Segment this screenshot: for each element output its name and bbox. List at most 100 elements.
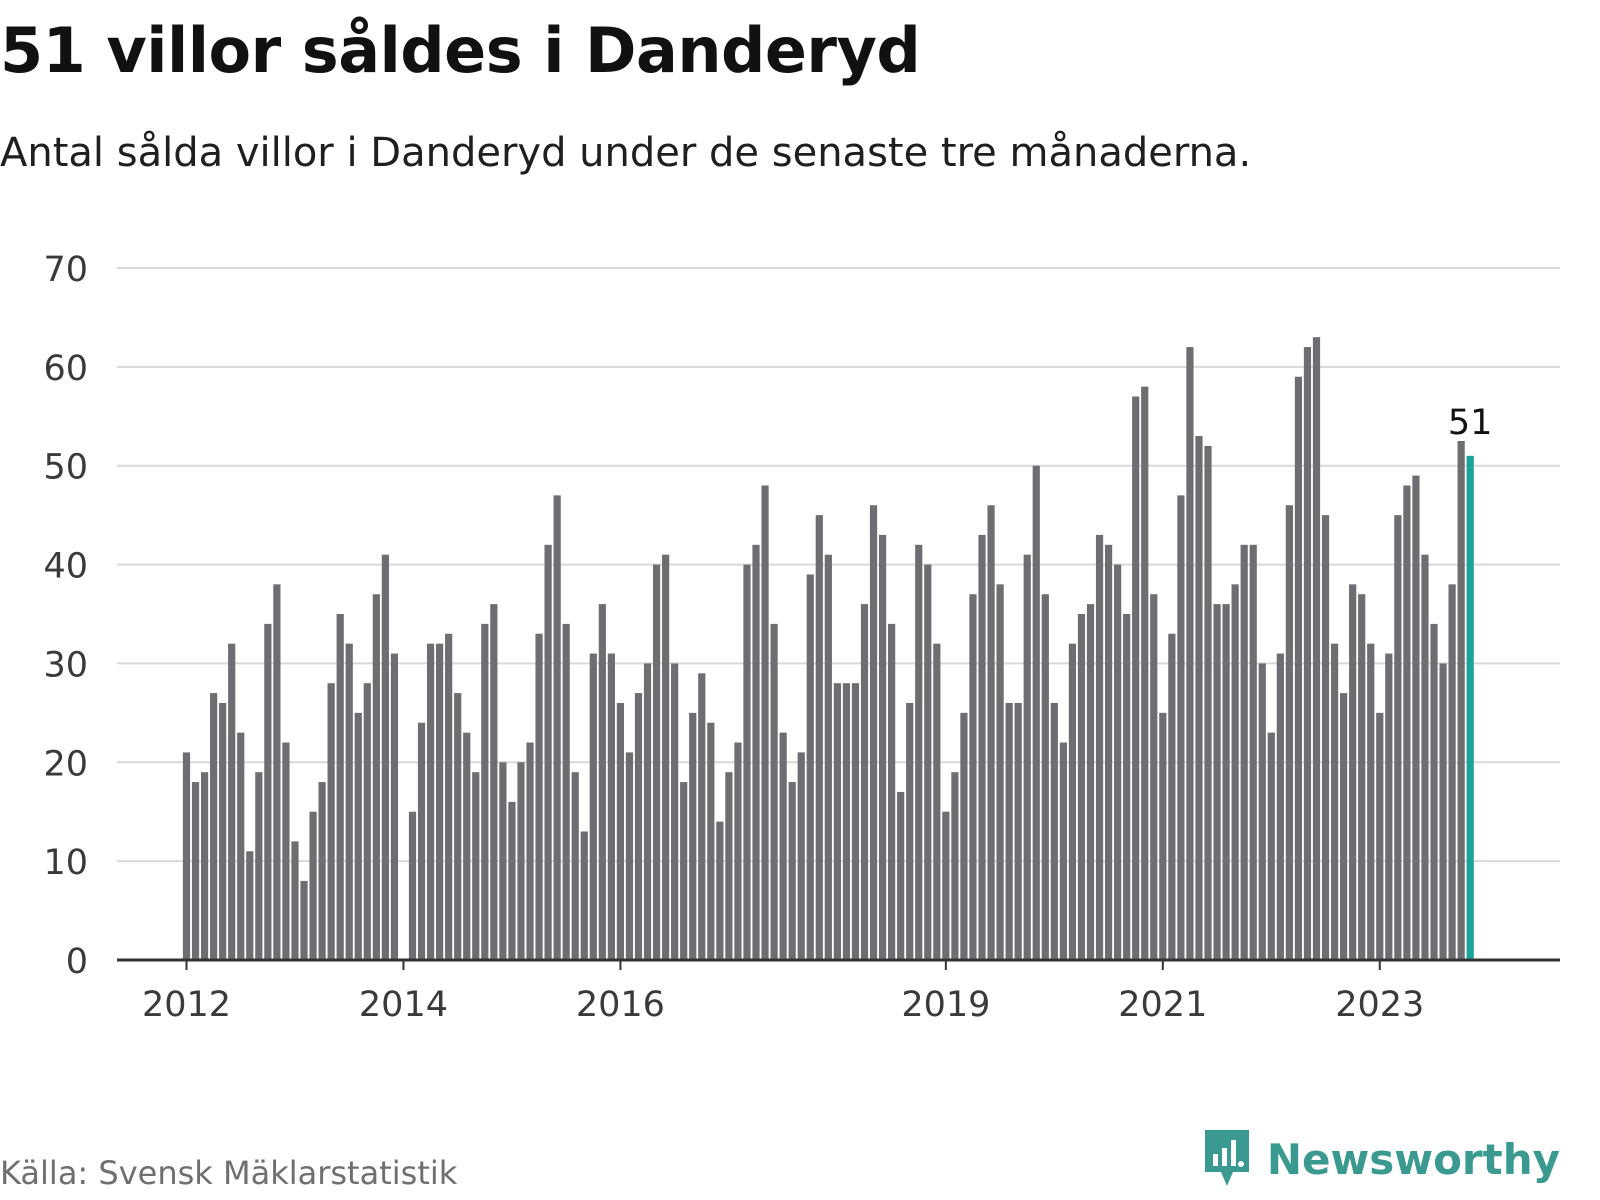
bar bbox=[770, 623, 778, 960]
bar bbox=[1349, 584, 1357, 960]
bar bbox=[571, 772, 579, 960]
bar bbox=[978, 534, 986, 960]
bar bbox=[1367, 643, 1375, 960]
bar bbox=[1276, 653, 1284, 960]
bar bbox=[553, 495, 561, 960]
bar bbox=[1412, 475, 1420, 960]
brand-name: Newsworthy bbox=[1266, 1134, 1560, 1184]
bar bbox=[833, 683, 841, 960]
bar bbox=[454, 693, 462, 960]
bar bbox=[210, 693, 218, 960]
bar bbox=[336, 614, 344, 960]
bar bbox=[1114, 564, 1122, 960]
bar bbox=[1186, 347, 1194, 961]
bar bbox=[906, 702, 914, 960]
bar bbox=[969, 594, 977, 960]
bar bbox=[372, 594, 380, 960]
bar bbox=[1050, 702, 1058, 960]
bar bbox=[1430, 623, 1438, 960]
bar bbox=[426, 643, 435, 960]
bar bbox=[1330, 643, 1339, 960]
bar bbox=[1448, 584, 1456, 960]
highlight-value-label: 51 bbox=[1448, 403, 1493, 443]
bar bbox=[860, 604, 869, 960]
bar bbox=[707, 722, 715, 960]
bar bbox=[1421, 554, 1429, 960]
bar bbox=[309, 811, 317, 960]
bar bbox=[842, 683, 851, 960]
bar bbox=[1132, 396, 1140, 960]
bar bbox=[1222, 604, 1230, 960]
bar bbox=[191, 782, 200, 960]
y-tick-label: 70 bbox=[43, 250, 88, 290]
bar bbox=[1213, 604, 1221, 960]
bar bbox=[535, 633, 543, 960]
annotations: 51 bbox=[1448, 403, 1493, 443]
bar bbox=[607, 653, 615, 960]
bar bbox=[1177, 495, 1185, 960]
bar bbox=[716, 821, 724, 960]
bar bbox=[815, 515, 823, 960]
bar bbox=[1023, 554, 1031, 960]
y-tick-label: 30 bbox=[43, 645, 88, 685]
bar bbox=[634, 693, 643, 960]
bar bbox=[996, 584, 1004, 960]
brand-logo: Newsworthy bbox=[1203, 1128, 1560, 1190]
bar bbox=[499, 762, 507, 960]
bar bbox=[1195, 436, 1203, 960]
bar bbox=[1439, 663, 1447, 960]
bar bbox=[490, 604, 498, 960]
bar bbox=[363, 683, 371, 960]
bar bbox=[1285, 505, 1293, 960]
bar bbox=[734, 742, 742, 960]
bar bbox=[1321, 515, 1330, 960]
x-tick-label: 2023 bbox=[1335, 985, 1424, 1025]
bar bbox=[851, 683, 860, 960]
bar bbox=[589, 653, 597, 960]
y-tick-label: 60 bbox=[43, 349, 88, 389]
bar bbox=[671, 663, 679, 960]
bar bbox=[824, 554, 832, 960]
bar bbox=[942, 811, 950, 960]
bar bbox=[1340, 693, 1348, 960]
bar bbox=[1240, 544, 1248, 960]
bar bbox=[1303, 347, 1312, 961]
bar bbox=[463, 732, 471, 960]
bar bbox=[237, 732, 245, 960]
bar bbox=[743, 564, 751, 960]
chart-title: 51 villor såldes i Danderyd bbox=[0, 14, 921, 87]
bar bbox=[481, 623, 489, 960]
bar bbox=[246, 851, 254, 960]
bar bbox=[915, 544, 923, 960]
bar bbox=[354, 712, 362, 960]
bar bbox=[797, 752, 805, 960]
bar bbox=[1141, 386, 1149, 960]
source-note: Källa: Svensk Mäklarstatistik bbox=[0, 1154, 458, 1192]
bar bbox=[897, 791, 905, 960]
bar bbox=[200, 772, 209, 960]
y-tick-label: 20 bbox=[43, 744, 88, 784]
bar bbox=[806, 574, 814, 960]
bar bbox=[544, 544, 552, 960]
bar bbox=[1294, 376, 1303, 960]
bars bbox=[182, 337, 1474, 961]
bar bbox=[698, 673, 706, 960]
bar bbox=[1032, 465, 1040, 960]
bar bbox=[282, 742, 290, 960]
bar bbox=[182, 752, 191, 960]
bar bbox=[1204, 445, 1212, 960]
bar bbox=[472, 772, 480, 960]
bar bbox=[924, 564, 932, 960]
x-tick-label: 2021 bbox=[1118, 985, 1207, 1025]
bar bbox=[1358, 594, 1366, 960]
bar bbox=[1168, 633, 1176, 960]
bar bbox=[933, 643, 941, 960]
bar bbox=[761, 485, 769, 960]
x-axis: 2012 2014 2016 2019 2021 2023 bbox=[117, 958, 1560, 1025]
bar bbox=[643, 663, 652, 960]
bar bbox=[1104, 544, 1113, 960]
bar bbox=[228, 643, 236, 960]
bar bbox=[788, 782, 796, 960]
y-tick-label: 0 bbox=[66, 942, 88, 982]
bar bbox=[960, 712, 968, 960]
